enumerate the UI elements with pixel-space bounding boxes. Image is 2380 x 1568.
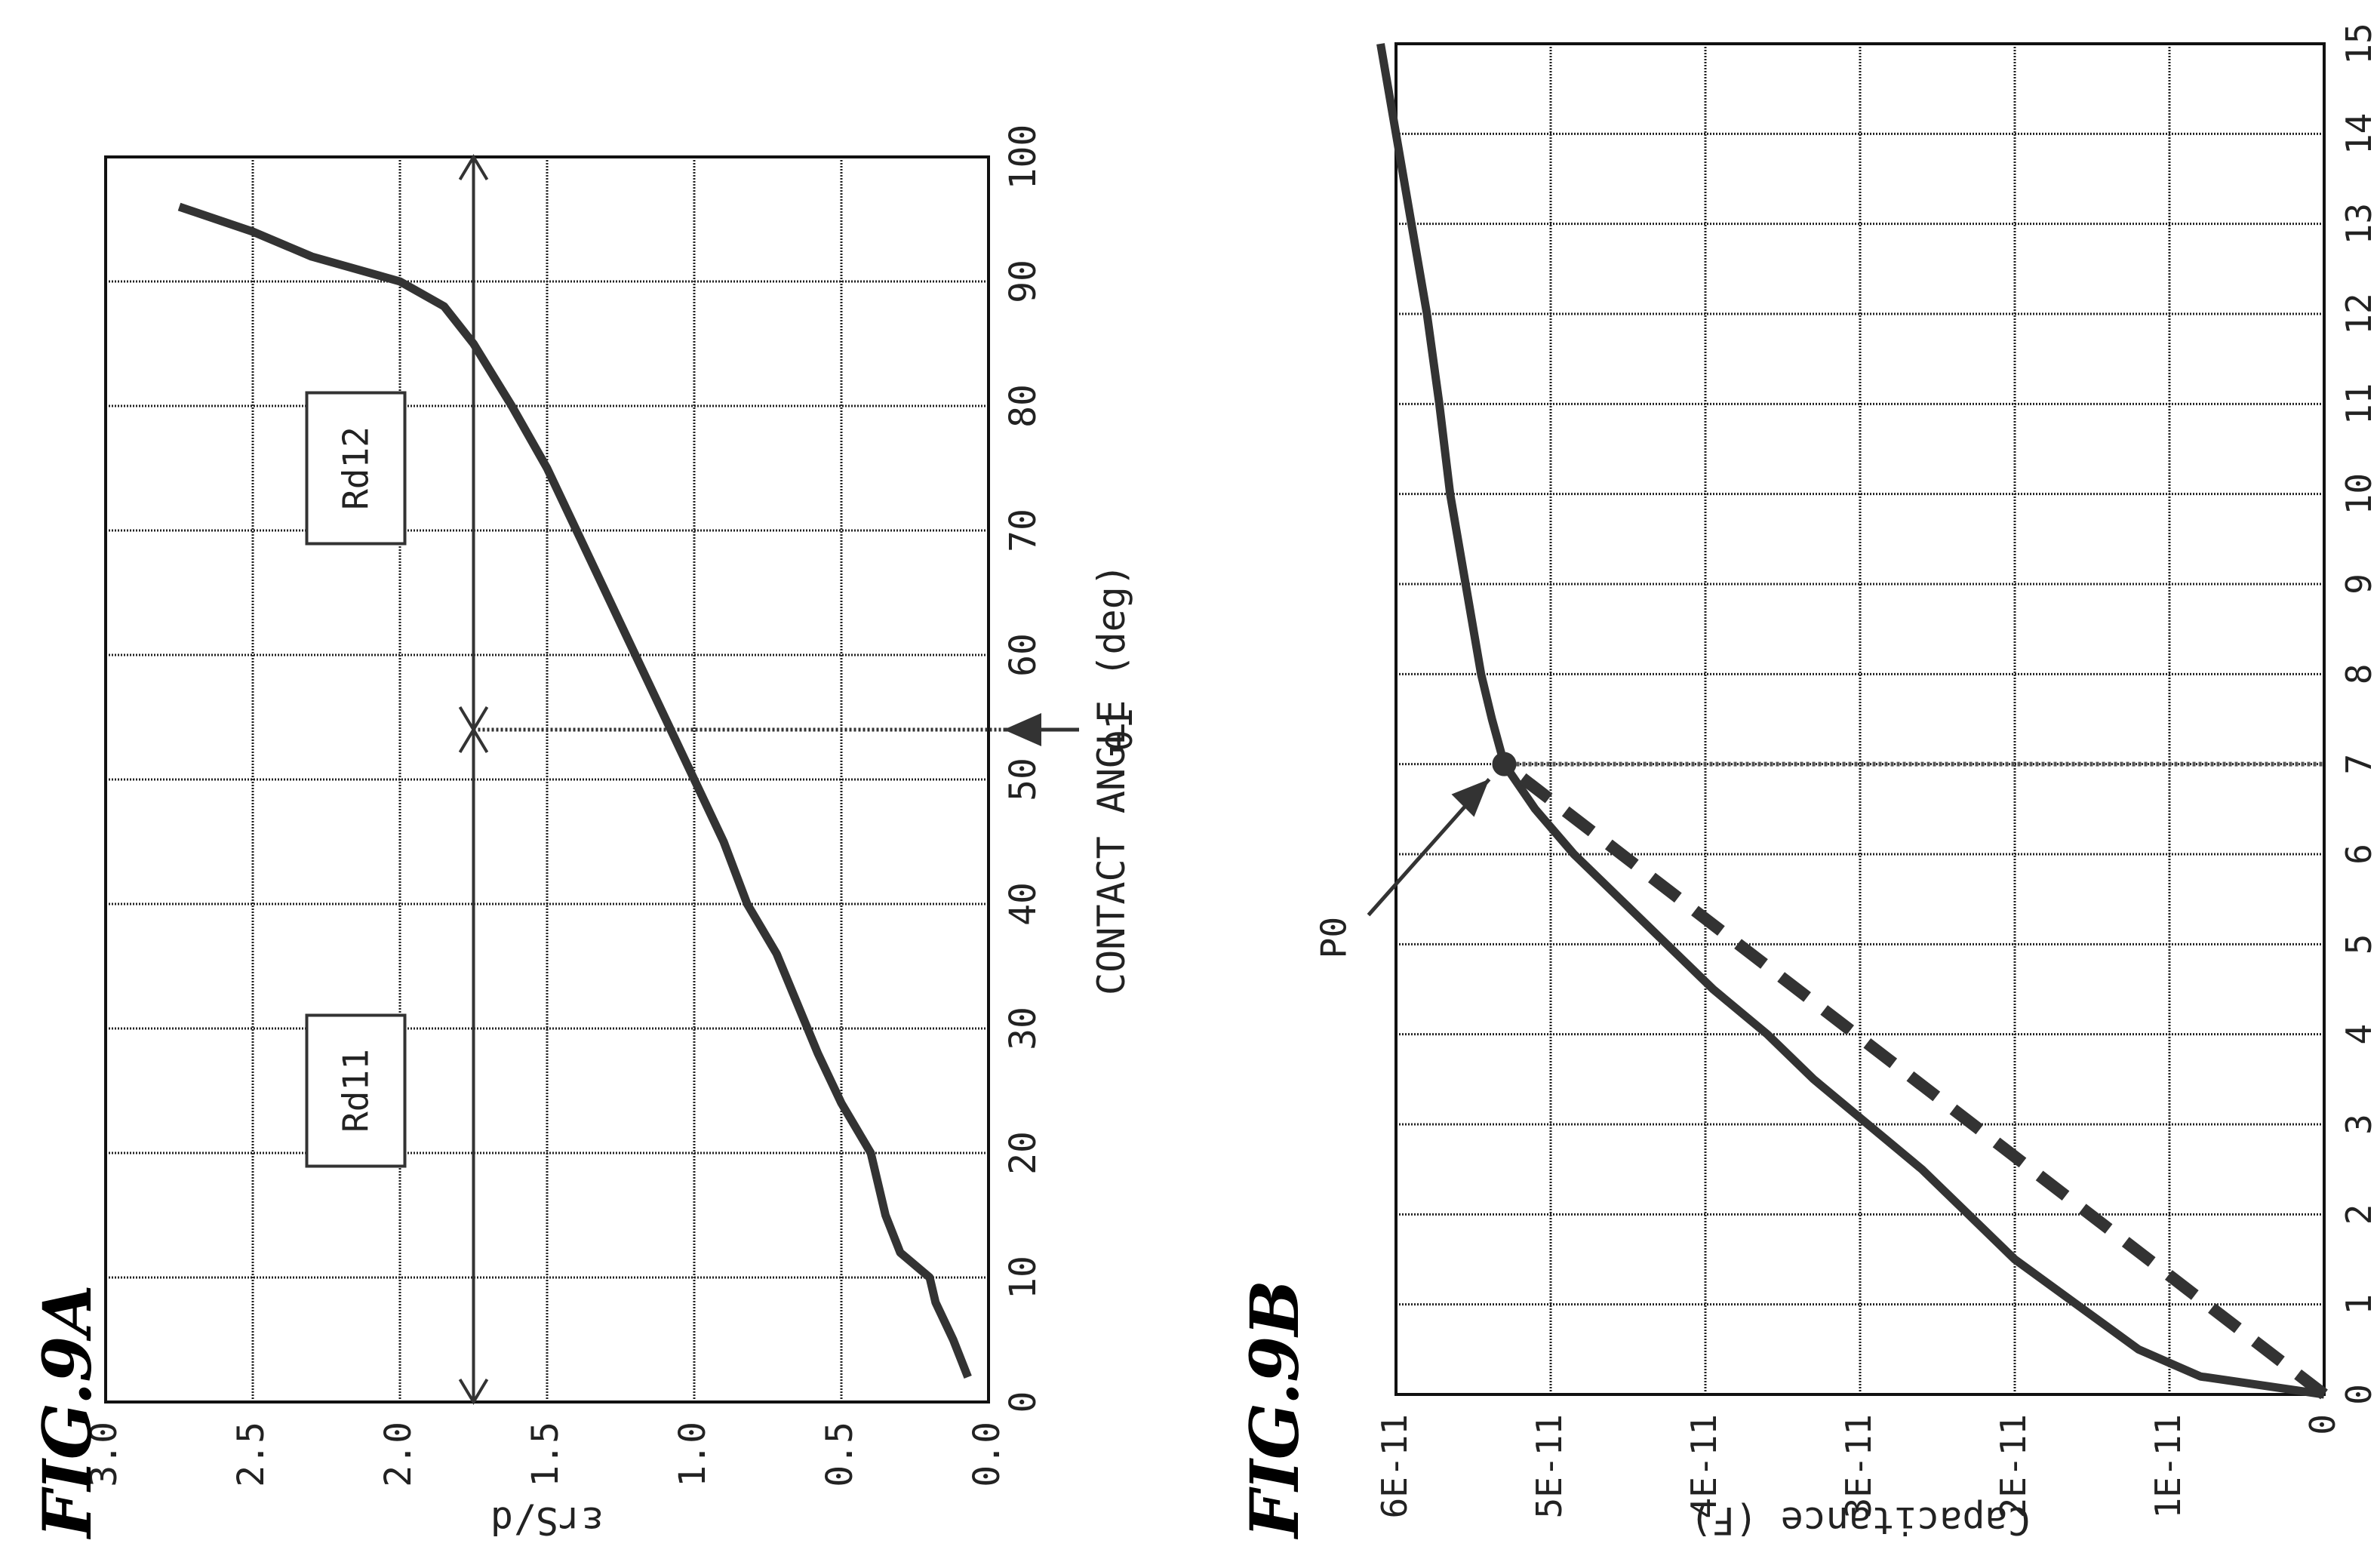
x-tick-label: 60 [1002,633,1044,677]
fig-9b-label: FIG.9B [1235,1280,1314,1540]
x-tick-label: 7 [2338,754,2379,775]
x-tick-label: 80 [1002,384,1044,428]
x-tick-label: 6 [2338,844,2379,865]
y-axis-label: Capacitance (F) [1690,1499,2031,1542]
y-tick-label: 0 [2302,1414,2343,1435]
x-tick-label: 13 [2338,203,2379,244]
y-tick-label: 6E-11 [1374,1414,1415,1518]
rd12-box [305,391,407,546]
rd12-label: Rd12 [336,426,377,510]
x-tick-label: 0 [2338,1384,2379,1405]
x-tick-label: 90 [1002,260,1044,303]
plot-frame [104,155,990,1404]
x-tick-label: 8 [2338,663,2379,684]
y-tick-label: 0.5 [819,1422,861,1487]
y-tick-label: 4E-11 [1684,1414,1724,1518]
x-tick-label: 10 [2338,473,2379,515]
x-tick-label: 70 [1002,509,1044,552]
y-tick-label: 5E-11 [1529,1414,1570,1518]
x-tick-label: 100 [1002,125,1044,190]
x-axis-label: CONTACT ANGLE (deg) [1090,564,1133,995]
series-line [1376,43,2325,1399]
range-arrow-head-right [458,154,489,181]
x-tick-label: 4 [2338,1024,2379,1045]
fig-9a-label: FIG.9A [28,1284,106,1540]
y-tick-label: 3E-11 [1838,1414,1879,1518]
y-tick-label: 2.5 [230,1422,272,1487]
series-line [177,202,972,1379]
x-tick-label: 5 [2338,933,2379,955]
x-tick-label: 9 [2338,573,2379,595]
x-tick-label: 0 [1002,1391,1044,1413]
x-tick-label: 2 [2338,1204,2379,1225]
y-tick-label: 1.0 [672,1422,714,1487]
plot-frame [1394,42,2326,1396]
p0-label: P0 [1314,917,1355,958]
theta1-label: θ1 [1099,708,1141,752]
y-tick-label: 1E-11 [2148,1414,2188,1518]
p0-arrow-head [1451,779,1490,817]
range-arrow-head-left [458,1378,489,1405]
x-tick-label: 40 [1002,882,1044,926]
y-axis-label: εrS/d [490,1499,604,1542]
theta1-arrow-head [1004,713,1041,746]
y-tick-label: 2.0 [377,1422,420,1487]
y-tick-label: 2E-11 [1993,1414,2034,1518]
fig-9b: 012345678910111213141501E-112E-113E-114E… [1314,23,2380,1542]
rd11-box [305,1013,407,1168]
x-tick-label: 50 [1002,758,1044,801]
y-tick-label: 3.0 [83,1422,125,1487]
y-tick-label: 1.5 [524,1422,567,1487]
x-tick-label: 10 [1002,1256,1044,1299]
x-tick-label: 15 [2338,23,2379,64]
x-tick-label: 11 [2338,383,2379,425]
x-tick-label: 20 [1002,1131,1044,1175]
x-tick-label: 1 [2338,1294,2379,1315]
x-tick-label: 12 [2338,293,2379,334]
fig-9a: 0 10 20 30 40 50 60 70 80 90 100 0.0 0.5 1.0 1.5 2.0 2.5… [83,125,1141,1542]
series-line-dashed [1500,759,2328,1400]
y-tick-label: 0.0 [966,1422,1008,1487]
p0-point [1492,752,1517,776]
x-tick-label: 30 [1002,1007,1044,1050]
rd11-label: Rd11 [336,1049,377,1133]
x-tick-label: 3 [2338,1114,2379,1135]
x-tick-label: 14 [2338,113,2379,155]
